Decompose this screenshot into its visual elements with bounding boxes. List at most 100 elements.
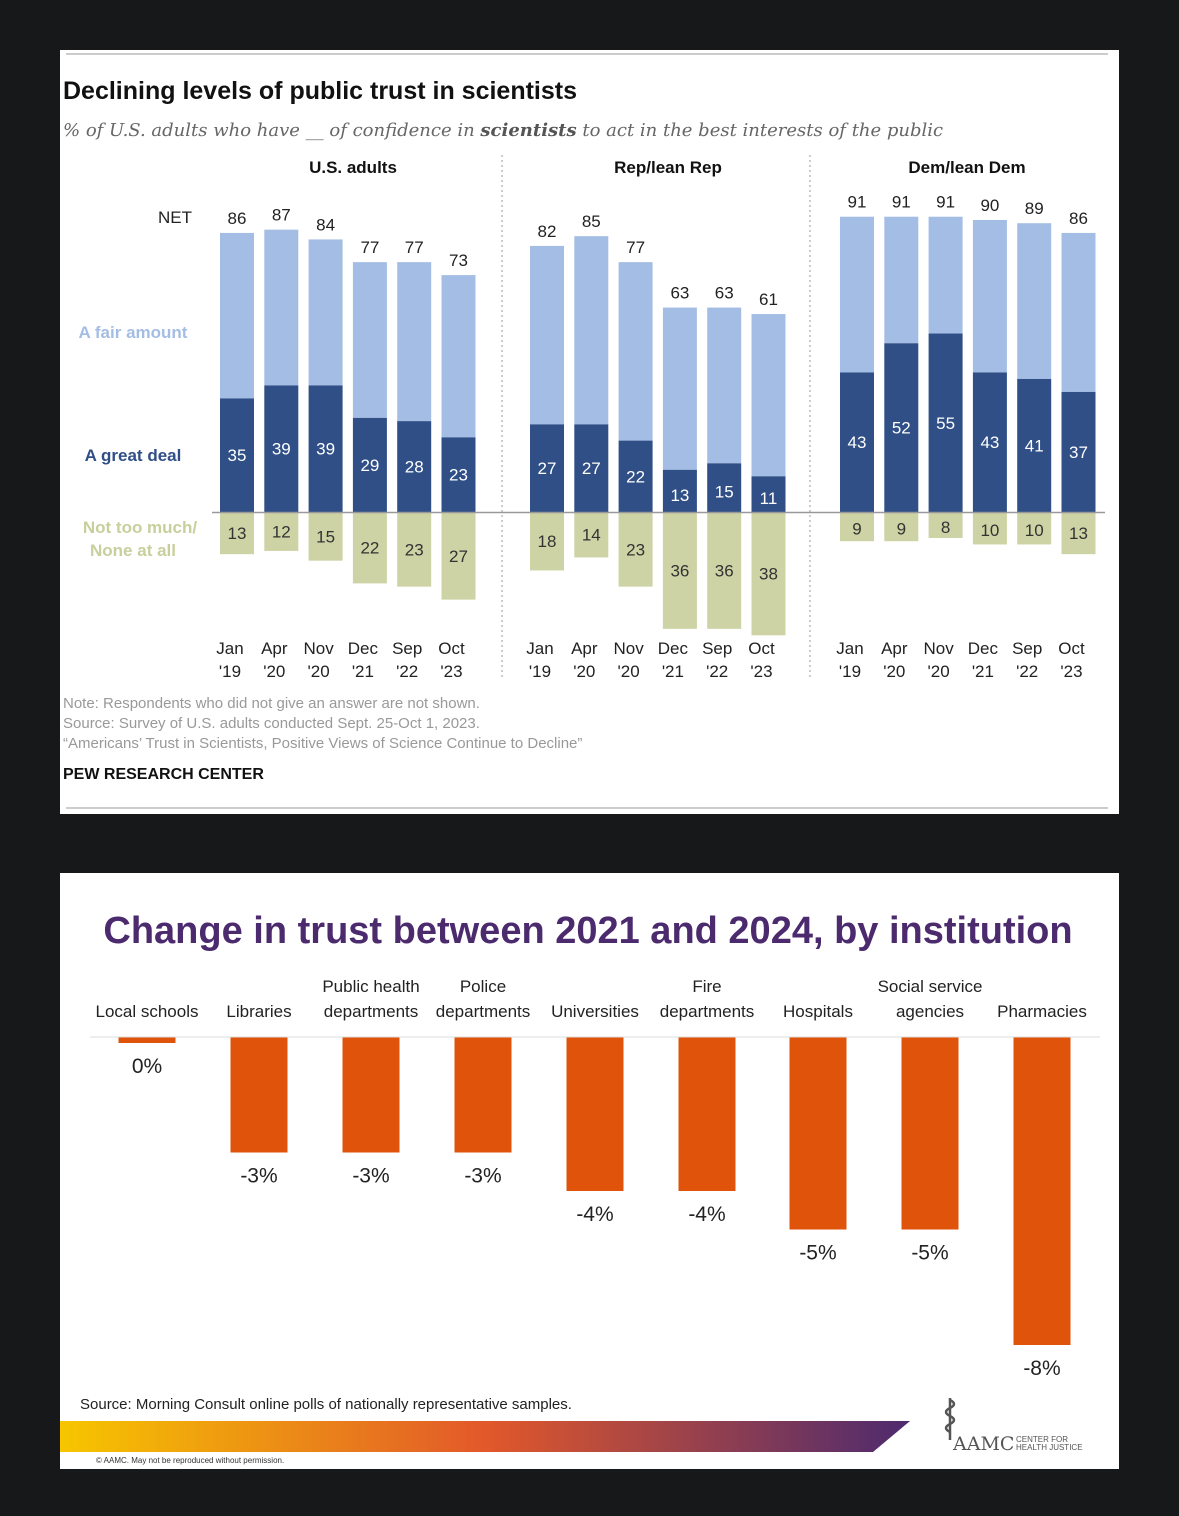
great-deal-value-label: 22	[626, 467, 645, 486]
bar-fair-amount	[441, 275, 476, 438]
note: Note: Respondents who did not give an an…	[63, 695, 480, 712]
bar-not-too-much	[441, 512, 476, 600]
x-tick-year: '19	[219, 662, 241, 681]
net-value-label: 77	[405, 238, 424, 257]
category-label: Social service	[878, 977, 983, 996]
net-value-label: 90	[980, 196, 999, 215]
x-tick-month: Nov	[303, 639, 334, 658]
bar-fair-amount	[662, 307, 697, 470]
x-tick-year: '20	[618, 662, 640, 681]
value-label: -3%	[240, 1165, 277, 1188]
x-tick-month: Sep	[392, 639, 422, 658]
bar-not-too-much	[308, 512, 343, 561]
x-tick-month: Jan	[526, 639, 553, 658]
bar-great-deal	[884, 343, 919, 512]
bar-not-too-much	[662, 512, 697, 629]
category-label: Pharmacies	[997, 1002, 1087, 1021]
category-label: departments	[324, 1002, 419, 1021]
x-tick-month: Jan	[216, 639, 243, 658]
value-label: -5%	[799, 1242, 836, 1265]
category-label: Police	[460, 977, 506, 996]
bar-not-too-much	[618, 512, 653, 587]
x-tick-year: '22	[706, 662, 728, 681]
not-too-much-value-label: 12	[272, 522, 291, 541]
value-label: -8%	[1023, 1357, 1060, 1380]
bar-great-deal	[662, 469, 697, 512]
not-too-much-value-label: 13	[1069, 524, 1088, 543]
x-tick-year: '20	[928, 662, 950, 681]
category-label: Fire	[692, 977, 721, 996]
x-tick-month: Jan	[836, 639, 863, 658]
legend-fair-amount: A fair amount	[79, 323, 188, 342]
group-title: Rep/lean Rep	[614, 158, 722, 177]
bar-fair-amount	[972, 219, 1007, 373]
svg-text:HEALTH JUSTICE: HEALTH JUSTICE	[1016, 1443, 1083, 1452]
bar-not-too-much	[220, 512, 254, 555]
x-tick-month: Dec	[968, 639, 999, 658]
chart-title: Declining levels of public trust in scie…	[63, 77, 577, 105]
bar-great-deal	[840, 372, 874, 512]
svg-text:CENTER FOR: CENTER FOR	[1016, 1435, 1068, 1444]
bar	[230, 1037, 288, 1153]
not-too-much-value-label: 22	[360, 539, 379, 558]
bar	[118, 1037, 176, 1043]
x-tick-year: '20	[263, 662, 285, 681]
bar-fair-amount	[928, 216, 963, 334]
net-value-label: 87	[272, 206, 291, 225]
bar-not-too-much	[751, 512, 786, 636]
x-tick-month: Oct	[748, 639, 775, 658]
bar-fair-amount	[1017, 223, 1052, 379]
great-deal-value-label: 29	[360, 456, 379, 475]
x-tick-year: '20	[883, 662, 905, 681]
not-too-much-value-label: 9	[897, 520, 906, 539]
bar-fair-amount	[352, 262, 387, 418]
bar-not-too-much	[1061, 512, 1096, 555]
x-tick-month: Apr	[261, 639, 288, 658]
net-value-label: 61	[759, 290, 778, 309]
great-deal-value-label: 27	[538, 459, 557, 478]
bar-not-too-much	[707, 512, 742, 629]
great-deal-value-label: 15	[715, 483, 734, 502]
net-value-label: 77	[360, 238, 379, 257]
net-value-label: 63	[715, 284, 734, 303]
x-tick-year: '20	[573, 662, 595, 681]
great-deal-value-label: 13	[670, 486, 689, 505]
bar-not-too-much	[840, 512, 874, 542]
bar	[454, 1037, 512, 1153]
bar	[789, 1037, 847, 1230]
x-tick-year: '23	[440, 662, 462, 681]
net-value-label: 84	[316, 215, 335, 234]
bar-fair-amount	[884, 216, 919, 344]
bar-fair-amount	[1061, 232, 1096, 392]
net-value-label: 91	[892, 193, 911, 212]
bar-great-deal	[751, 476, 786, 512]
bar-great-deal	[574, 424, 609, 512]
not-too-much-value-label: 23	[405, 540, 424, 559]
bar	[342, 1037, 400, 1153]
category-label: agencies	[896, 1002, 964, 1021]
great-deal-value-label: 41	[1025, 436, 1044, 455]
svg-text:AAMC: AAMC	[952, 1433, 1014, 1455]
aamc-chart: Change in trust between 2021 and 2024, b…	[60, 873, 1119, 1469]
great-deal-value-label: 27	[582, 459, 601, 478]
bar-great-deal	[352, 417, 387, 512]
group-title: Dem/lean Dem	[908, 158, 1025, 177]
net-value-label: 91	[936, 193, 955, 212]
not-too-much-value-label: 23	[626, 540, 645, 559]
great-deal-value-label: 28	[405, 458, 424, 477]
bar-great-deal	[530, 424, 564, 512]
source: Source: Survey of U.S. adults conducted …	[63, 715, 480, 732]
great-deal-value-label: 55	[936, 414, 955, 433]
bar-fair-amount	[751, 314, 786, 477]
net-value-label: 91	[848, 193, 867, 212]
not-too-much-value-label: 10	[1025, 521, 1044, 540]
great-deal-value-label: 35	[228, 446, 247, 465]
category-label: departments	[660, 1002, 755, 1021]
gradient-band	[60, 1421, 910, 1452]
aamc-logo: AAMC CENTER FOR HEALTH JUSTICE	[944, 1398, 1083, 1455]
group-title: U.S. adults	[309, 158, 397, 177]
bar-fair-amount	[707, 307, 742, 464]
bar-fair-amount	[840, 216, 874, 373]
value-label: 0%	[132, 1055, 162, 1078]
